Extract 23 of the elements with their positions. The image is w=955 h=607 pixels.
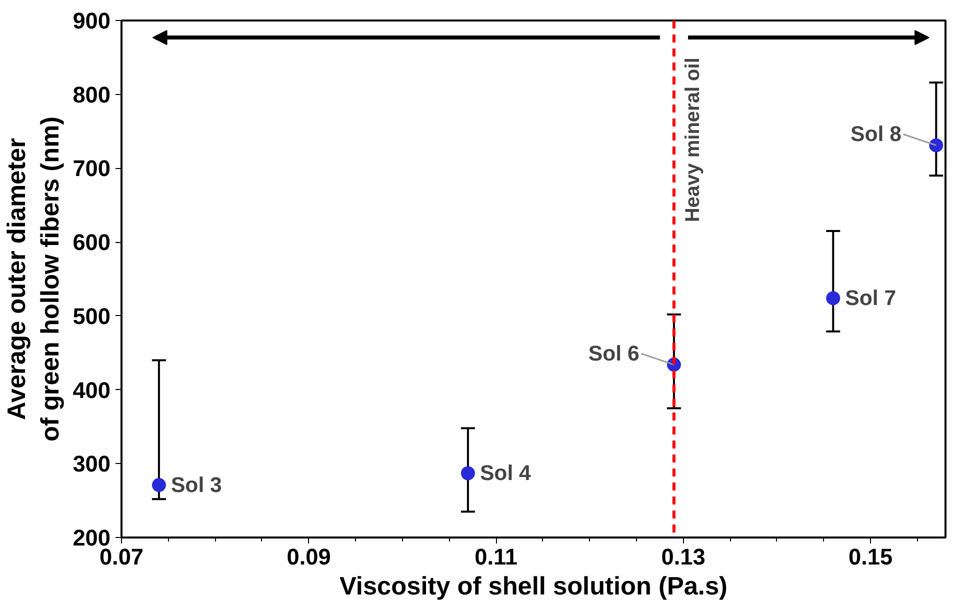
y-tick-label: 900 <box>72 8 111 34</box>
annotation: Sol 3 <box>170 473 222 498</box>
y-tick-label: 600 <box>72 229 111 256</box>
y-tick-label: 700 <box>72 155 111 182</box>
point <box>929 138 944 152</box>
x-axis-title: Viscosity of shell solution (Pa.s) <box>340 572 728 600</box>
x-tick-label: 0.11 <box>474 544 518 570</box>
y-tick-label: 500 <box>72 302 111 329</box>
y-tick-label: 800 <box>72 81 111 108</box>
x-tick-label: 0.09 <box>286 544 331 570</box>
annotation: Sol 8 <box>850 122 902 146</box>
ref-line-label: Heavy mineral oil <box>682 58 704 222</box>
annotation: Sol 4 <box>480 461 532 486</box>
point <box>152 478 166 492</box>
point <box>460 466 475 480</box>
annotation: Sol 7 <box>845 286 896 310</box>
y-axis-title: Average outer diameter of green hollow fibers (nm) <box>3 116 65 442</box>
x-tick-label: 0.13 <box>661 544 706 570</box>
y-tick-label: 300 <box>72 450 111 477</box>
y-tick-label: 400 <box>72 376 111 403</box>
x-tick-label: 0.15 <box>848 544 893 570</box>
annotation: Sol 6 <box>588 342 640 366</box>
point <box>826 291 840 306</box>
